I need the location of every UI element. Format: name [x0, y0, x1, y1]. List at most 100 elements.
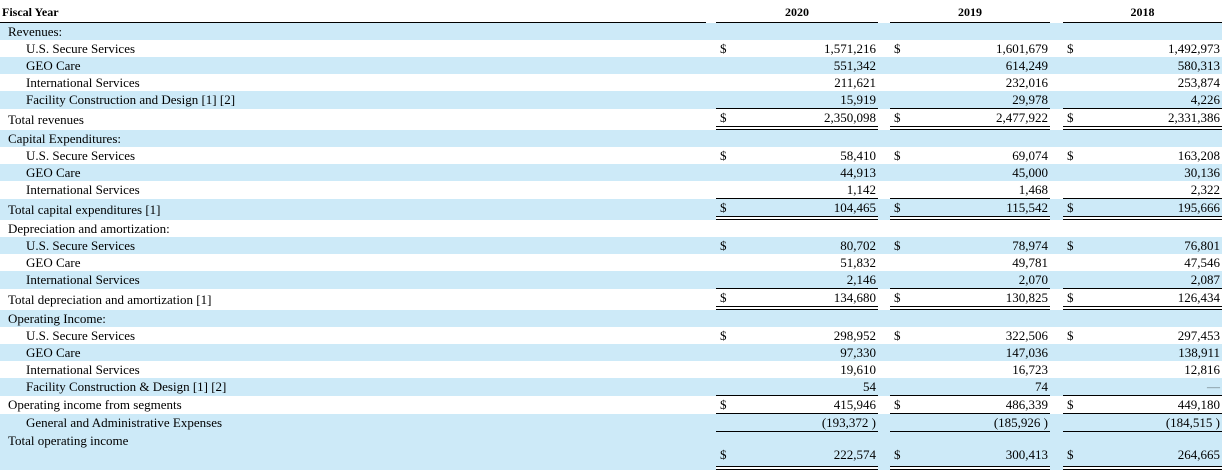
amount-cell: [912, 23, 1050, 40]
column-gap: [878, 432, 890, 470]
dollar-sign: [890, 310, 912, 327]
column-gap: [1050, 40, 1063, 57]
dollar-sign: [890, 57, 912, 74]
column-gap: [1050, 414, 1063, 432]
amount-cell: 614,249: [912, 57, 1050, 74]
table-row: General and Administrative Expenses (193,…: [0, 414, 1222, 432]
dollar-sign: [716, 130, 738, 147]
dollar-sign: [716, 181, 738, 199]
table-row: Total capital expenditures [1] $104,465 $1…: [0, 199, 1222, 220]
dollar-sign: [716, 74, 738, 91]
column-gap: [706, 432, 716, 470]
dollar-sign: [1063, 220, 1085, 237]
row-label: U.S. Secure Services: [26, 147, 136, 163]
table-row: Depreciation and amortization:: [0, 220, 1222, 237]
dollar-sign: $: [890, 199, 912, 220]
amount-cell: 2,087: [1085, 271, 1222, 289]
column-gap: [706, 271, 716, 289]
column-gap: [878, 327, 890, 344]
dollar-sign: [1063, 361, 1085, 378]
amount-cell: 486,339: [912, 396, 1050, 414]
dollar-sign: [890, 271, 912, 289]
column-gap: [878, 237, 890, 254]
column-gap: [1050, 91, 1063, 109]
amount-cell: 78,974: [912, 237, 1050, 254]
amount-cell: [738, 220, 878, 237]
dollar-sign: [1063, 181, 1085, 199]
column-gap: [706, 414, 716, 432]
row-label: Capital Expenditures:: [0, 130, 706, 147]
row-label: U.S. Secure Services: [0, 237, 706, 254]
amount-cell: 44,913: [738, 164, 878, 181]
column-gap: [878, 414, 890, 432]
dollar-sign: [1063, 164, 1085, 181]
column-gap: [1050, 271, 1063, 289]
dollar-sign: $: [890, 396, 912, 414]
dollar-sign: [1063, 74, 1085, 91]
dollar-sign: [716, 57, 738, 74]
dollar-sign: [1063, 310, 1085, 327]
table-row: U.S. Secure Services $58,410 $69,074 $163,2…: [0, 147, 1222, 164]
amount-cell: 2,070: [912, 271, 1050, 289]
header-row: Fiscal Year 2020 2019 2018: [0, 2, 1222, 23]
row-label: Total capital expenditures [1]: [0, 199, 706, 220]
amount-cell: [738, 130, 878, 147]
amount-cell: 298,952: [833, 327, 876, 343]
amount-cell: 1,492,973: [1168, 40, 1220, 56]
table-row: Total revenues $2,350,098 $2,477,922 $2,331…: [0, 109, 1222, 130]
column-gap: [706, 74, 716, 91]
table-row: Facility Construction and Design [1] [2]…: [0, 91, 1222, 109]
amount-cell: 253,874: [1177, 74, 1220, 90]
column-gap: [706, 327, 716, 344]
column-gap: [1050, 74, 1063, 91]
amount-cell: 104,465: [738, 199, 878, 220]
row-label: International Services: [0, 271, 706, 289]
column-gap: [1050, 57, 1063, 74]
dollar-sign: [1063, 414, 1085, 432]
dollar-sign: [1063, 271, 1085, 289]
column-gap: [1050, 378, 1063, 396]
table-row: GEO Care 97,330 147,036 138,911: [0, 344, 1222, 361]
column-gap: [706, 23, 716, 40]
amount-cell: 264,665: [1085, 432, 1222, 470]
amount-cell: 1,468: [912, 181, 1050, 199]
amount-cell: 138,911: [1085, 344, 1222, 361]
dollar-sign: [716, 361, 738, 378]
amount-cell: 76,801: [1085, 237, 1222, 254]
column-gap: [878, 74, 890, 91]
table-row: International Services 1,142 1,468 2,322: [0, 181, 1222, 199]
column-gap: [878, 164, 890, 181]
column-gap: [878, 181, 890, 199]
row-label: International Services: [26, 182, 140, 197]
amount-cell: 115,542: [912, 199, 1050, 220]
amount-cell: 2,350,098: [738, 109, 878, 130]
row-label: U.S. Secure Services: [26, 327, 136, 343]
amount-cell: 15,919: [738, 91, 878, 109]
table-row: U.S. Secure Services $80,702 $78,974 $76,80…: [0, 237, 1222, 254]
row-label: General and Administrative Expenses: [0, 414, 706, 432]
dollar-sign: $: [1063, 237, 1085, 254]
amount-cell: [1085, 310, 1222, 327]
dollar-sign: [890, 164, 912, 181]
dollar-sign: [1063, 130, 1085, 147]
column-gap: [878, 310, 890, 327]
amount-cell: 12,816: [1184, 361, 1220, 377]
dollar-sign: $: [1063, 199, 1085, 220]
amount-cell: [1085, 23, 1222, 40]
column-gap: [706, 109, 716, 130]
column-gap: [878, 289, 890, 310]
column-gap: [1050, 396, 1063, 414]
dollar-sign: [1063, 344, 1085, 361]
table-row: Capital Expenditures:: [0, 130, 1222, 147]
column-gap: [706, 220, 716, 237]
dollar-sign: $: [716, 199, 738, 220]
row-label: Depreciation and amortization:: [8, 220, 170, 236]
amount-cell: [912, 130, 1050, 147]
amount-cell: 69,074: [1012, 147, 1048, 163]
dollar-sign: $: [720, 327, 727, 343]
column-gap: [878, 344, 890, 361]
dollar-sign: [890, 130, 912, 147]
dollar-sign: $: [720, 147, 727, 163]
column-gap: [878, 199, 890, 220]
amount-cell: 322,506: [1005, 327, 1048, 343]
